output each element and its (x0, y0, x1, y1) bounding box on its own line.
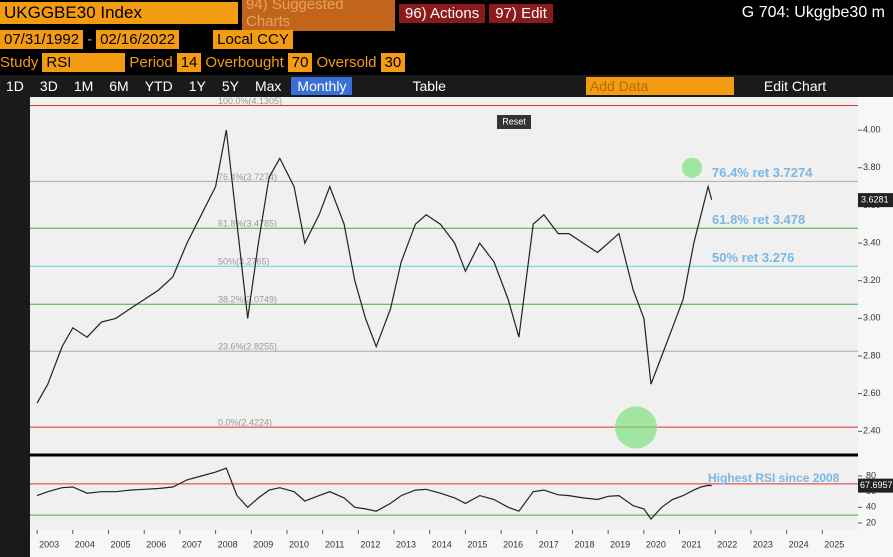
x-tick-label: 2018 (574, 539, 594, 549)
y-tick-label: 3.40 (863, 237, 881, 247)
y-tick-label: 3.80 (863, 162, 881, 172)
fib-label: 100.0%(4.1305) (218, 97, 282, 106)
frequency[interactable]: Monthly (291, 77, 353, 95)
currency[interactable]: Local CCY (213, 29, 294, 49)
range-button[interactable]: 1M (73, 78, 94, 94)
chart: Reset 2.402.602.803.003.203.403.603.804.… (0, 97, 893, 557)
sidebar (0, 97, 30, 557)
range-button[interactable]: 6M (109, 78, 129, 94)
annotation: 76.4% ret 3.7274 (712, 165, 813, 180)
x-tick-label: 2011 (325, 539, 344, 549)
x-tick-label: 2013 (396, 539, 416, 549)
overbought[interactable]: 70 (287, 52, 313, 72)
annotation: 50% ret 3.276 (712, 250, 794, 265)
x-tick-label: 2019 (610, 539, 630, 549)
period-label: Period (129, 53, 173, 71)
page-id: G 704: Ukggbe30 m (741, 4, 885, 21)
fib-label: 61.8%(3.4785) (218, 219, 277, 229)
x-tick-label: 2010 (289, 539, 309, 549)
table[interactable]: Table (412, 78, 446, 94)
x-tick-label: 2012 (360, 539, 380, 549)
x-tick-label: 2008 (218, 539, 238, 549)
edit[interactable]: 97) Edit (489, 3, 553, 23)
x-tick-label: 2004 (75, 539, 95, 549)
rsi-tick-label: 80 (866, 470, 876, 480)
highlight (682, 157, 702, 178)
fib-label: 50%(3.2765) (218, 257, 270, 267)
fib-label: 0.0%(2.4224) (218, 417, 272, 427)
fib-label: 23.6%(2.8255) (218, 342, 277, 352)
x-tick-label: 2024 (789, 539, 809, 549)
x-tick-label: 2005 (111, 539, 131, 549)
range-button[interactable]: 5Y (221, 78, 239, 94)
price-line (36, 129, 713, 404)
add-data[interactable]: Add Data (585, 77, 734, 95)
x-tick-label: 2006 (146, 539, 166, 549)
period[interactable]: 14 (176, 52, 202, 72)
range-bar: 07/31/1992- 02/16/2022 Local CCY (0, 28, 893, 50)
study-name[interactable]: RSI (42, 52, 126, 72)
y-tick-label: 2.40 (863, 426, 881, 436)
y-tick-label: 4.00 (863, 124, 881, 134)
title-bar: UKGGBE30 Index 94) Suggested Charts 96) … (0, 0, 893, 31)
last-price: 3.6281 (861, 194, 889, 204)
y-tick-label: 3.00 (863, 313, 881, 323)
y-tick-label: 2.60 (863, 388, 881, 398)
actions[interactable]: 96) Actions (399, 3, 486, 23)
plot-area (30, 97, 858, 530)
x-tick-label: 2015 (467, 539, 487, 549)
edit-chart[interactable]: Edit Chart (763, 78, 827, 94)
rsi-last-box (858, 478, 893, 493)
rsi-last: 67.6957 (860, 480, 893, 490)
range-button[interactable]: 1D (6, 78, 24, 94)
study-label: Study (0, 53, 39, 71)
fib-label: 76.4%(3.7274) (218, 172, 277, 182)
start-date[interactable]: 07/31/1992 (0, 29, 84, 49)
range-button[interactable]: YTD (144, 78, 173, 94)
rsi-note: Highest RSI since 2008 (708, 471, 840, 485)
suggested[interactable]: 94) Suggested Charts (242, 0, 395, 31)
x-tick-label: 2025 (824, 539, 844, 549)
x-tick-label: 2022 (717, 539, 737, 549)
annotation: 61.8% ret 3.478 (712, 212, 805, 227)
x-tick-label: 2007 (182, 539, 202, 549)
reset-button[interactable] (497, 115, 531, 129)
axis-area (858, 97, 893, 530)
x-tick-label: 2021 (682, 539, 702, 549)
rsi-tick-label: 40 (866, 502, 876, 512)
x-tick-label: 2009 (253, 539, 273, 549)
overbought-label: Overbought (205, 53, 284, 71)
highlight (615, 406, 657, 449)
x-tick-label: 2023 (753, 539, 773, 549)
rsi-tick-label: 20 (866, 517, 876, 527)
ticker[interactable]: UKGGBE30 Index (0, 2, 238, 24)
x-tick-label: 2003 (39, 539, 59, 549)
y-tick-label: 2.80 (863, 350, 881, 360)
fib-label: 38.2%(3.0749) (218, 295, 277, 305)
reset-label[interactable]: Reset (502, 116, 526, 126)
range-button[interactable]: 3D (39, 78, 58, 94)
last-price-box (858, 193, 893, 208)
x-tick-label: 2020 (646, 539, 666, 549)
oversold-label: Oversold (316, 53, 377, 71)
end-date[interactable]: 02/16/2022 (96, 29, 180, 49)
range-button[interactable]: Max (254, 78, 282, 94)
x-tick-label: 2017 (539, 539, 559, 549)
y-tick-label: 3.20 (863, 275, 881, 285)
toolbar: 1D 3D 1M 6M YTD 1Y 5Y Max Monthly Table Add Dat… (0, 75, 893, 97)
x-tick-label: 2014 (432, 539, 452, 549)
oversold[interactable]: 30 (380, 52, 406, 72)
study-bar: Study RSI Period 14 Overbought 70 Overso… (0, 51, 893, 73)
x-axis-area (30, 530, 893, 557)
range-button[interactable]: 1Y (188, 78, 206, 94)
rsi-line (36, 467, 712, 520)
x-tick-label: 2016 (503, 539, 523, 549)
